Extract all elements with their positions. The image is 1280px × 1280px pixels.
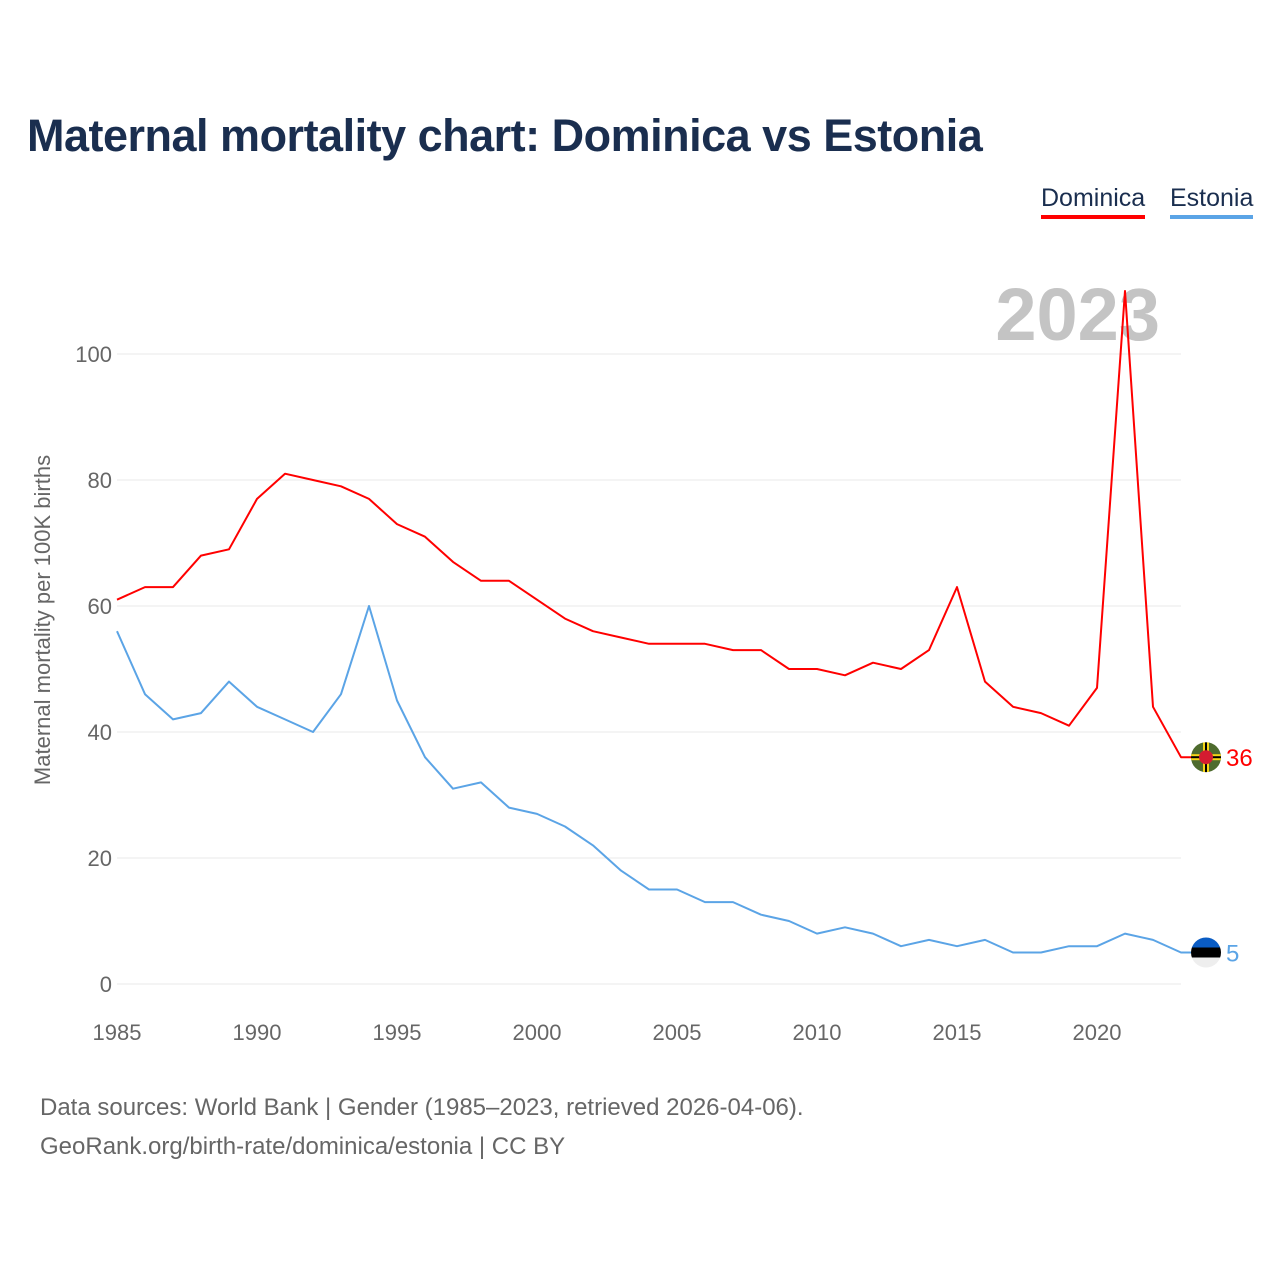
dominica-flag-icon [1191, 742, 1221, 773]
x-tick-label: 2015 [933, 1020, 982, 1045]
x-tick-label: 2000 [513, 1020, 562, 1045]
y-tick-label: 80 [88, 468, 112, 493]
legend-item-estonia[interactable]: Estonia [1170, 184, 1254, 219]
x-tick-label: 2005 [653, 1020, 702, 1045]
estonia-flag-icon [1191, 937, 1221, 968]
chart-title: Maternal mortality chart: Dominica vs Es… [27, 110, 983, 161]
year-watermark: 2023 [995, 273, 1160, 356]
end-value-label-dominica: 36 [1226, 745, 1253, 772]
y-tick-label: 20 [88, 846, 112, 871]
y-tick-label: 60 [88, 594, 112, 619]
x-tick-label: 2010 [793, 1020, 842, 1045]
series-line-dominica [116, 290, 1192, 759]
legend-item-dominica[interactable]: Dominica [1041, 184, 1146, 219]
x-tick-label: 1985 [93, 1020, 142, 1045]
source-note: Data sources: World Bank | Gender (1985–… [40, 1088, 804, 1166]
source-line-2: GeoRank.org/birth-rate/dominica/estonia … [40, 1133, 566, 1160]
source-line-1: Data sources: World Bank | Gender (1985–… [40, 1094, 804, 1121]
x-tick-label: 2020 [1073, 1020, 1122, 1045]
x-tick-label: 1990 [233, 1020, 282, 1045]
y-axis-label: Maternal mortality per 100K births [30, 455, 55, 785]
x-tick-label: 1995 [373, 1020, 422, 1045]
y-tick-label: 0 [100, 972, 112, 997]
end-value-label-estonia: 5 [1226, 941, 1239, 968]
y-tick-label: 100 [75, 342, 112, 367]
y-tick-label: 40 [88, 720, 112, 745]
series-line-estonia [116, 605, 1192, 954]
